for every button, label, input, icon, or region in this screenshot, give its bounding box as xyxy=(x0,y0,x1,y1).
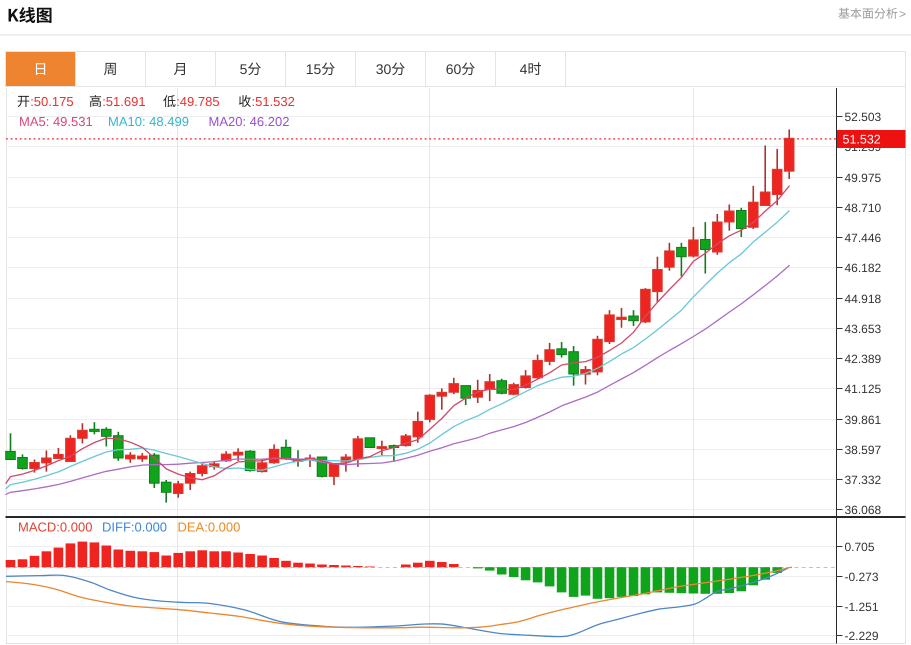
svg-text:46.182: 46.182 xyxy=(845,261,882,275)
svg-text:42.389: 42.389 xyxy=(845,352,882,366)
svg-text:-0.273: -0.273 xyxy=(845,570,879,584)
svg-text::50.175: :50.175 xyxy=(30,94,73,109)
svg-text:15: 15 xyxy=(306,61,322,77)
svg-text:DIFF:0.000: DIFF:0.000 xyxy=(102,520,167,535)
svg-text:48.710: 48.710 xyxy=(845,201,882,215)
svg-text:MACD:0.000: MACD:0.000 xyxy=(18,520,92,535)
svg-text:38.597: 38.597 xyxy=(845,443,882,457)
svg-text:-1.251: -1.251 xyxy=(845,600,879,614)
svg-text:>: > xyxy=(899,7,906,21)
svg-text::51.532: :51.532 xyxy=(252,94,295,109)
svg-text:-2.229: -2.229 xyxy=(845,629,879,643)
svg-text:60: 60 xyxy=(446,61,462,77)
svg-text:30: 30 xyxy=(376,61,392,77)
svg-text:47.446: 47.446 xyxy=(845,231,882,245)
svg-text:39.861: 39.861 xyxy=(845,413,882,427)
svg-text:43.653: 43.653 xyxy=(845,322,882,336)
svg-text:MA20: 46.202: MA20: 46.202 xyxy=(209,114,290,129)
svg-text:52.503: 52.503 xyxy=(845,110,882,124)
svg-text::49.785: :49.785 xyxy=(176,94,219,109)
svg-text:37.332: 37.332 xyxy=(845,473,882,487)
svg-text:44.918: 44.918 xyxy=(845,292,882,306)
svg-text:4: 4 xyxy=(520,61,528,77)
svg-text:49.975: 49.975 xyxy=(845,171,882,185)
svg-text:36.068: 36.068 xyxy=(845,503,882,517)
svg-text:MA5: 49.531: MA5: 49.531 xyxy=(19,114,93,129)
svg-text:MA10: 48.499: MA10: 48.499 xyxy=(108,114,189,129)
svg-text:41.125: 41.125 xyxy=(845,382,882,396)
svg-text:5: 5 xyxy=(240,61,248,77)
svg-text:0.705: 0.705 xyxy=(845,540,875,554)
svg-text:DEA:0.000: DEA:0.000 xyxy=(178,520,241,535)
svg-text:51.532: 51.532 xyxy=(843,133,881,147)
svg-text::51.691: :51.691 xyxy=(102,94,145,109)
